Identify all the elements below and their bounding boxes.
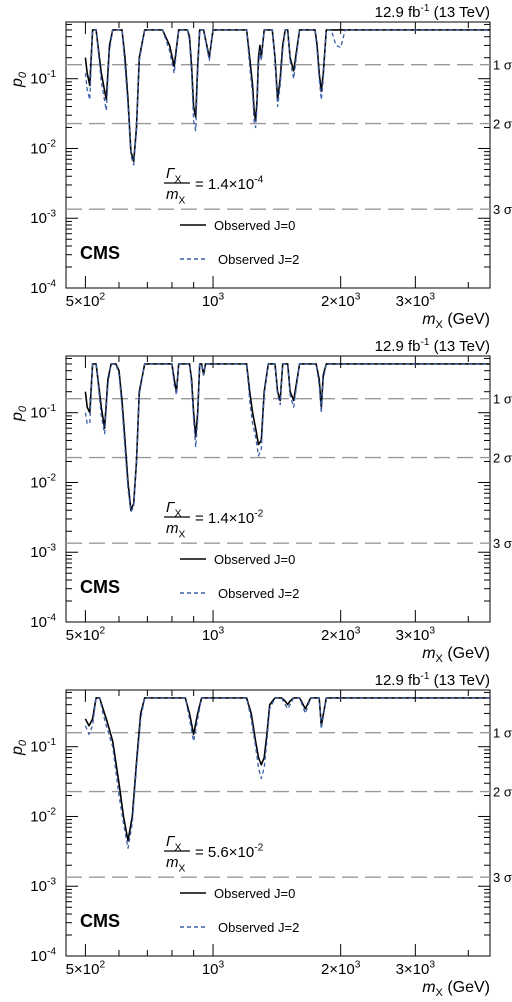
sigma-label: 3 σ: [493, 202, 512, 217]
x-tick-label: 2×103: [321, 291, 361, 310]
sigma-label: 3 σ: [493, 536, 512, 551]
series-line-j2: [84, 363, 490, 513]
y-tick-label: 10-4: [30, 946, 56, 965]
y-tick-label: 10-2: [30, 807, 56, 826]
ratio-numerator: ΓX: [166, 833, 182, 854]
x-tick-label: 3×103: [396, 291, 436, 310]
lumi-label: 12.9 fb-1 (13 TeV): [375, 671, 490, 689]
sigma-label: 1 σ: [493, 58, 512, 73]
x-tick-label: 3×103: [396, 959, 436, 978]
legend: Observed J=0 Observed J=2: [180, 886, 299, 935]
x-tick-label: 2×103: [321, 625, 361, 644]
series-line-j0: [84, 697, 490, 842]
x-tick-label: 2×103: [321, 959, 361, 978]
legend-label-j2: Observed J=2: [218, 252, 299, 267]
series-line-j2: [84, 29, 490, 166]
ratio-denominator: mX: [166, 520, 186, 541]
experiment-label: CMS: [80, 911, 120, 931]
y-axis-label: p0: [9, 739, 29, 756]
y-tick-label: 10-4: [30, 278, 56, 297]
sigma-label: 3 σ: [493, 870, 512, 885]
ratio-numerator: ΓX: [166, 499, 182, 520]
y-tick-label: 10-1: [30, 403, 56, 422]
series-line-j0: [84, 29, 490, 163]
y-tick-label: 10-3: [30, 876, 56, 895]
sigma-label: 2 σ: [493, 117, 512, 132]
legend-label-j0: Observed J=0: [214, 886, 295, 901]
lumi-label: 12.9 fb-1 (13 TeV): [375, 337, 490, 355]
legend-label-j0: Observed J=0: [214, 218, 295, 233]
lumi-label: 12.9 fb-1 (13 TeV): [375, 3, 490, 21]
chart-panel-a: 10-4 10-3 10-2 10-1 5×102 103 2×103 3×103 1 σ 2 σ…: [9, 3, 512, 331]
ratio-denominator: mX: [166, 854, 186, 875]
experiment-label: CMS: [80, 577, 120, 597]
plot-frame: [65, 689, 491, 957]
chart-panel-b: 10-4 10-3 10-2 10-1 5×102 103 2×103 3×103 1 σ 2 σ…: [9, 337, 512, 665]
x-tick-label: 103: [202, 291, 225, 310]
x-tick-label: 5×102: [66, 291, 106, 310]
ratio-numerator: ΓX: [166, 165, 182, 186]
chart-panel-c: 10-4 10-3 10-2 10-1 5×102 103 2×103 3×103 1 σ 2 σ…: [9, 671, 512, 999]
ratio-denominator: mX: [166, 186, 186, 207]
y-tick-label: 10-1: [30, 69, 56, 88]
y-tick-label: 10-2: [30, 139, 56, 158]
ratio-value: = 1.4×10-2: [195, 508, 264, 527]
legend: Observed J=0 Observed J=2: [180, 552, 299, 601]
y-tick-label: 10-3: [30, 542, 56, 561]
x-axis-label: mX (GeV): [422, 979, 490, 997]
y-tick-label: 10-1: [30, 737, 56, 756]
x-tick-label: 3×103: [396, 625, 436, 644]
y-tick-label: 10-3: [30, 208, 56, 227]
x-tick-label: 103: [202, 625, 225, 644]
x-tick-label: 103: [202, 959, 225, 978]
plot-frame: [65, 21, 491, 289]
plot-frame: [65, 355, 491, 623]
sigma-label: 1 σ: [493, 392, 512, 407]
legend: Observed J=0 Observed J=2: [180, 218, 299, 267]
legend-label-j0: Observed J=0: [214, 552, 295, 567]
experiment-label: CMS: [80, 243, 120, 263]
y-axis-label: p0: [9, 71, 29, 88]
series-line-j2: [84, 697, 490, 849]
y-axis-label: p0: [9, 405, 29, 422]
sigma-label: 2 σ: [493, 451, 512, 466]
x-axis-label: mX (GeV): [422, 311, 490, 331]
ratio-value: = 5.6×10-2: [195, 842, 264, 861]
series-line-j0: [84, 363, 490, 512]
ratio-value: = 1.4×10-4: [195, 174, 264, 193]
x-tick-label: 5×102: [66, 959, 106, 978]
x-tick-label: 5×102: [66, 625, 106, 644]
sigma-label: 1 σ: [493, 726, 512, 741]
sigma-label: 2 σ: [493, 785, 512, 800]
legend-label-j2: Observed J=2: [218, 586, 299, 601]
y-tick-label: 10-2: [30, 473, 56, 492]
legend-label-j2: Observed J=2: [218, 920, 299, 935]
x-axis-label: mX (GeV): [422, 645, 490, 665]
y-tick-label: 10-4: [30, 612, 56, 631]
